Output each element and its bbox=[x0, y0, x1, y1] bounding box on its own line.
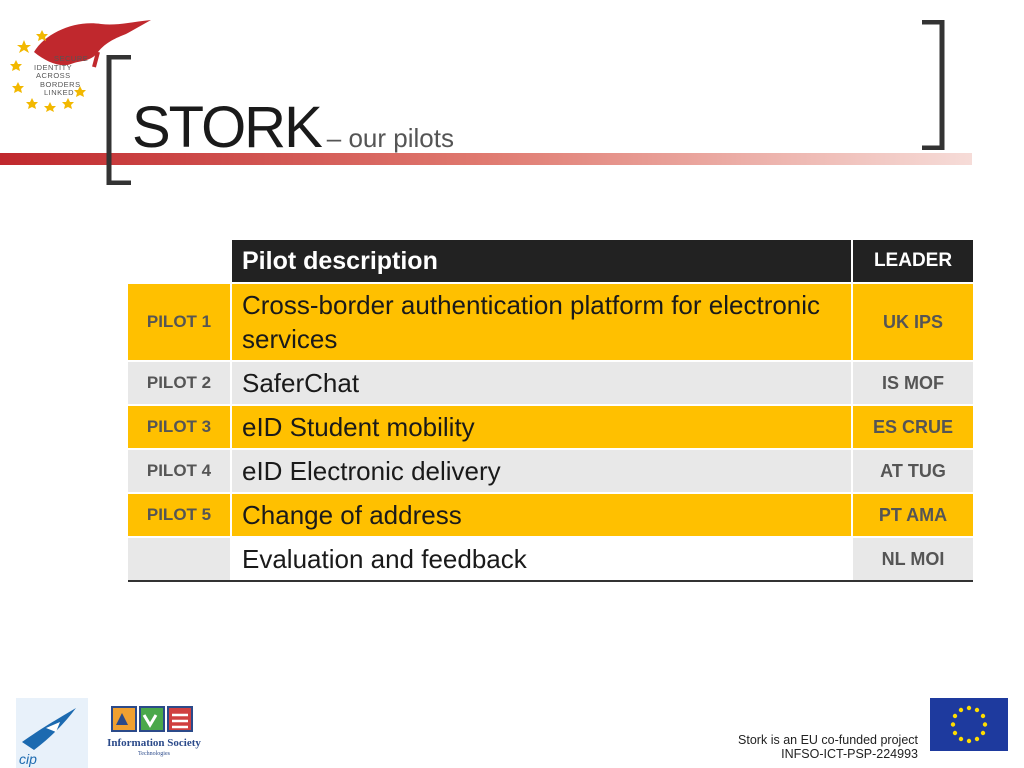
ist-logo-icon bbox=[111, 706, 193, 732]
pilots-table: Pilot description LEADER PILOT 1 Cross-b… bbox=[128, 240, 973, 582]
logo-line: LINKED bbox=[44, 88, 75, 97]
table-row: Evaluation and feedback NL MOI bbox=[128, 537, 973, 582]
pilot-leader: IS MOF bbox=[852, 361, 973, 406]
logo-line: ACROSS bbox=[36, 71, 71, 80]
pilot-description: Cross-border authentication platform for… bbox=[231, 283, 853, 362]
ist-sublabel: Technologies bbox=[138, 751, 170, 757]
pilot-description: Evaluation and feedback bbox=[231, 537, 853, 582]
pilot-id: PILOT 3 bbox=[128, 405, 232, 450]
table-row: PILOT 3 eID Student mobility ES CRUE bbox=[128, 405, 973, 450]
table-header-row: Pilot description LEADER bbox=[128, 240, 973, 284]
header-pilot bbox=[128, 240, 232, 284]
bracket-left-icon bbox=[106, 55, 131, 185]
logo-line: IDENTITY bbox=[34, 62, 73, 72]
bracket-right-icon bbox=[922, 20, 945, 150]
pilot-leader: UK IPS bbox=[852, 283, 973, 362]
ist-label: Information Society bbox=[107, 737, 201, 749]
logo-line: SECURE bbox=[54, 54, 89, 63]
header-leader: LEADER bbox=[852, 240, 973, 284]
title-sub: – our pilots bbox=[326, 123, 454, 153]
stork-logo-icon bbox=[10, 20, 151, 112]
stork-logo-text: SECURE IDENTITY ACROSS BORDERS LINKED bbox=[30, 54, 89, 98]
pilot-leader: PT AMA bbox=[852, 493, 973, 538]
table-row: PILOT 4 eID Electronic delivery AT TUG bbox=[128, 449, 973, 494]
pilot-id: PILOT 2 bbox=[128, 361, 232, 406]
pilot-id: PILOT 5 bbox=[128, 493, 232, 538]
pilot-id bbox=[128, 537, 232, 582]
pilot-leader: AT TUG bbox=[852, 449, 973, 494]
pilot-id: PILOT 4 bbox=[128, 449, 232, 494]
cip-logo-text: cip bbox=[19, 751, 37, 767]
ist-logo: Information Society Technologies bbox=[104, 703, 204, 765]
table-row: PILOT 2 SaferChat IS MOF bbox=[128, 361, 973, 406]
pilot-leader: NL MOI bbox=[852, 537, 973, 582]
pilot-id: PILOT 1 bbox=[128, 283, 232, 362]
cip-logo-icon: cip bbox=[16, 698, 88, 768]
header-description: Pilot description bbox=[231, 240, 853, 284]
page-title: STORK – our pilots bbox=[132, 94, 454, 161]
pilot-description: SaferChat bbox=[231, 361, 853, 406]
pilot-leader: ES CRUE bbox=[852, 405, 973, 450]
title-gradient-band bbox=[0, 153, 972, 165]
footer-line-1: Stork is an EU co-funded project bbox=[738, 733, 918, 747]
title-main: STORK bbox=[132, 95, 323, 160]
footer-line-2: INFSO-ICT-PSP-224993 bbox=[781, 747, 918, 761]
eu-flag-icon bbox=[930, 698, 1008, 751]
table-row: PILOT 1 Cross-border authentication plat… bbox=[128, 283, 973, 362]
table-row: PILOT 5 Change of address PT AMA bbox=[128, 493, 973, 538]
pilot-description: eID Electronic delivery bbox=[231, 449, 853, 494]
footer-text: Stork is an EU co-funded project INFSO-I… bbox=[738, 733, 918, 761]
pilot-description: eID Student mobility bbox=[231, 405, 853, 450]
logo-line: BORDERS bbox=[40, 79, 81, 89]
pilot-description: Change of address bbox=[231, 493, 853, 538]
